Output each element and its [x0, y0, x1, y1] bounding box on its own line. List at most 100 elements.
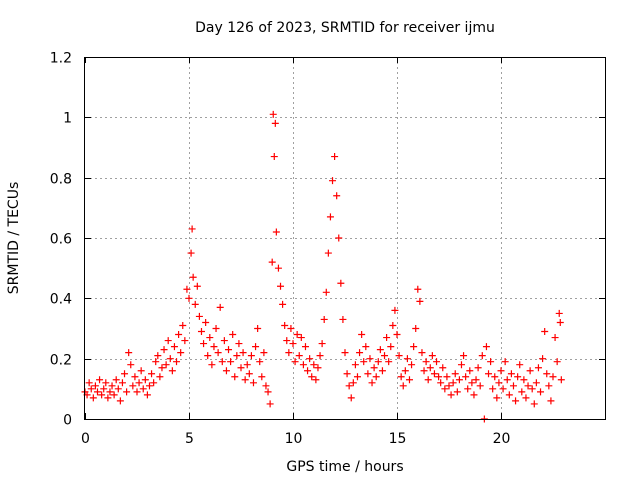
data-point — [235, 340, 243, 348]
data-point — [447, 391, 455, 399]
data-point — [156, 373, 164, 381]
data-point — [220, 337, 228, 345]
data-point — [476, 382, 484, 390]
data-point — [314, 364, 322, 372]
data-point — [457, 361, 465, 369]
data-point — [376, 346, 384, 354]
data-point — [489, 385, 497, 393]
data-point — [451, 370, 459, 378]
data-point — [189, 273, 197, 281]
data-point — [524, 382, 532, 390]
data-point — [414, 285, 422, 293]
data-point — [121, 370, 129, 378]
data-point — [141, 376, 149, 384]
data-point — [316, 352, 324, 360]
data-point — [218, 358, 226, 366]
data-point — [106, 388, 114, 396]
x-tick-label: 15 — [389, 431, 407, 447]
data-point — [233, 352, 241, 360]
data-point — [131, 373, 139, 381]
data-point — [460, 352, 468, 360]
data-point — [293, 331, 301, 339]
data-point — [183, 285, 191, 293]
data-point — [116, 397, 124, 405]
data-point — [339, 315, 347, 323]
data-point — [210, 343, 218, 351]
data-point — [491, 373, 499, 381]
data-point — [356, 349, 364, 357]
data-point — [499, 385, 507, 393]
data-point — [445, 382, 453, 390]
data-point — [135, 379, 143, 387]
data-point — [537, 388, 545, 396]
data-point — [383, 334, 391, 342]
data-point — [493, 394, 501, 402]
data-point — [466, 367, 474, 375]
data-point — [520, 376, 528, 384]
data-point — [274, 264, 282, 272]
data-point — [102, 379, 110, 387]
data-point — [532, 379, 540, 387]
data-point — [329, 177, 337, 185]
data-point — [301, 343, 309, 351]
plot-frame — [84, 57, 606, 420]
data-point — [254, 325, 262, 332]
data-point — [326, 213, 334, 221]
data-point — [509, 382, 517, 390]
data-point — [306, 355, 314, 363]
data-point — [505, 391, 513, 399]
data-point — [154, 352, 162, 360]
data-point — [430, 370, 438, 378]
data-point — [397, 373, 405, 381]
data-point — [324, 249, 332, 257]
data-point — [391, 306, 399, 314]
data-point — [474, 364, 482, 372]
data-point — [530, 400, 538, 408]
data-point — [410, 343, 418, 351]
y-tick-label: 0.2 — [50, 353, 72, 369]
y-tick-label: 0.6 — [50, 232, 72, 248]
data-point — [358, 331, 366, 339]
data-point — [462, 373, 470, 381]
data-point — [204, 352, 212, 360]
data-point — [272, 228, 280, 236]
data-point — [139, 385, 147, 393]
data-point — [175, 331, 183, 339]
y-tick-label: 0.4 — [50, 292, 72, 308]
data-point — [264, 388, 272, 396]
data-point — [123, 388, 131, 396]
data-point — [318, 340, 326, 348]
data-point — [270, 153, 278, 161]
data-point — [543, 370, 551, 378]
data-point — [503, 376, 511, 384]
data-point — [114, 385, 122, 393]
data-point — [366, 355, 374, 363]
data-point — [188, 225, 196, 233]
data-point — [145, 382, 153, 390]
data-point — [381, 352, 389, 360]
data-point — [181, 337, 189, 345]
data-point — [514, 373, 522, 381]
y-tick-label: 0.8 — [50, 172, 72, 188]
x-tick-label: 20 — [493, 431, 511, 447]
data-point — [341, 349, 349, 357]
data-point — [129, 382, 137, 390]
data-point — [166, 355, 174, 363]
data-point — [526, 367, 534, 375]
data-point — [385, 358, 393, 366]
data-point — [91, 382, 99, 390]
data-point — [231, 373, 239, 381]
data-point — [133, 388, 141, 396]
data-point — [214, 349, 222, 357]
data-point — [185, 294, 193, 302]
data-point — [345, 382, 353, 390]
data-point — [437, 379, 445, 387]
data-point — [435, 373, 443, 381]
data-point — [173, 358, 181, 366]
data-point — [464, 385, 472, 393]
data-point — [482, 343, 490, 351]
y-axis-label: SRMTID / TECUs — [6, 182, 22, 295]
data-point — [258, 373, 266, 381]
data-point — [443, 373, 451, 381]
data-point — [331, 153, 339, 161]
